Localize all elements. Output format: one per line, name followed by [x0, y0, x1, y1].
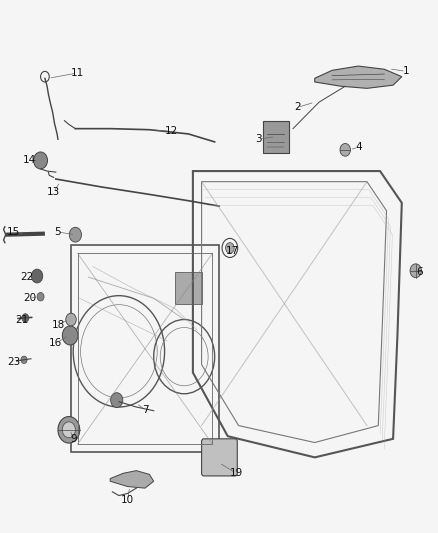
Polygon shape — [262, 120, 289, 152]
Text: 5: 5 — [55, 227, 61, 237]
Text: 18: 18 — [51, 320, 64, 330]
Circle shape — [66, 313, 76, 326]
Text: 11: 11 — [71, 68, 84, 78]
Circle shape — [410, 264, 421, 278]
Text: 7: 7 — [142, 405, 148, 415]
Circle shape — [111, 393, 123, 408]
Circle shape — [62, 422, 75, 438]
Text: 19: 19 — [230, 469, 243, 478]
Text: 14: 14 — [23, 156, 36, 165]
Circle shape — [58, 417, 80, 443]
Text: 13: 13 — [47, 187, 60, 197]
Text: 6: 6 — [416, 267, 423, 277]
Text: 2: 2 — [294, 102, 300, 112]
Circle shape — [22, 314, 29, 322]
Circle shape — [21, 356, 27, 364]
FancyBboxPatch shape — [201, 439, 237, 476]
Polygon shape — [110, 471, 154, 488]
Circle shape — [37, 293, 44, 301]
Text: 3: 3 — [255, 134, 261, 144]
Text: 1: 1 — [403, 67, 410, 76]
Text: 15: 15 — [7, 227, 20, 237]
Text: 17: 17 — [226, 246, 239, 256]
Text: 12: 12 — [165, 126, 178, 136]
Circle shape — [340, 143, 350, 156]
Text: 22: 22 — [20, 272, 33, 282]
Text: 23: 23 — [7, 357, 20, 367]
Circle shape — [69, 227, 81, 242]
Circle shape — [62, 326, 78, 345]
Circle shape — [226, 243, 234, 253]
Text: 9: 9 — [70, 434, 77, 444]
Text: 10: 10 — [121, 495, 134, 505]
Circle shape — [32, 269, 43, 283]
Circle shape — [34, 152, 47, 169]
Text: 20: 20 — [23, 293, 36, 303]
Text: 21: 21 — [16, 314, 29, 325]
Bar — [176, 272, 201, 304]
Text: 16: 16 — [49, 338, 63, 349]
Polygon shape — [315, 66, 402, 88]
Text: 4: 4 — [355, 142, 362, 152]
